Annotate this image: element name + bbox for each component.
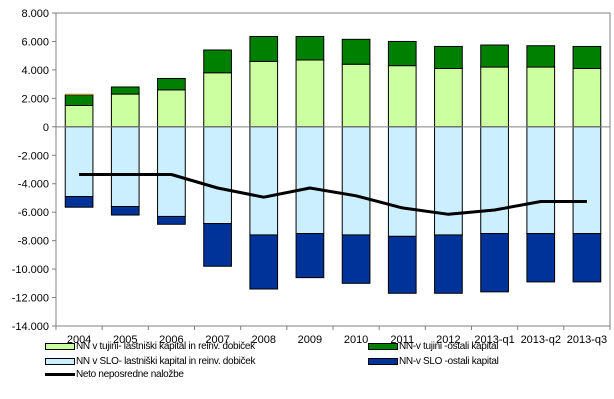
bar-nn-v-slo-lastni-ki-kapital-in-reinv-dobi-ek (64, 126, 94, 198)
bar-nn-v-slo-lastni-ki-kapital-in-reinv-dobi-ek (295, 126, 325, 235)
x-tick-label: 2009 (298, 334, 322, 346)
bar-nn-v-tujini-ostali-kapital (434, 45, 463, 69)
bar-nn-v-tujini-ostali-kapital (341, 38, 371, 65)
bar-nn-v-tujini-lastni-ki-kapital-in-reinv-dobi-ek (434, 67, 463, 128)
x-tick-label: 2011 (390, 334, 414, 346)
bar-nn-v-tujini-ostali-kapital (203, 49, 232, 74)
bar-nn-v-slo-ostali-kapital (110, 205, 140, 216)
bar-nn-v-slo-lastni-ki-kapital-in-reinv-dobi-ek (157, 126, 186, 217)
bar-nn-v-slo-lastni-ki-kapital-in-reinv-dobi-ek (110, 126, 140, 207)
bar-small-orange-segment (65, 93, 93, 95)
y-tick-label: -6.000 (18, 207, 49, 219)
bar-nn-v-tujini-ostali-kapital (295, 35, 325, 61)
x-tick-label: 2013-q1 (474, 334, 514, 346)
y-tick-label: -2.000 (18, 150, 49, 162)
x-tick-label: 2008 (252, 334, 276, 346)
bars-layer (64, 35, 602, 294)
bar-nn-v-tujini-lastni-ki-kapital-in-reinv-dobi-ek (572, 67, 602, 128)
bar-nn-v-tujini-lastni-ki-kapital-in-reinv-dobi-ek (110, 93, 140, 128)
line-layer (79, 173, 587, 216)
line-net-fdi (79, 173, 587, 216)
y-tick-label: 2.000 (21, 93, 49, 105)
y-tick-label: 8.000 (21, 8, 49, 20)
y-tick-label: -8.000 (18, 236, 49, 248)
bar-nn-v-slo-ostali-kapital (341, 234, 371, 284)
bar-nn-v-tujini-lastni-ki-kapital-in-reinv-dobi-ek (64, 104, 94, 128)
bar-nn-v-tujini-lastni-ki-kapital-in-reinv-dobi-ek (387, 65, 417, 128)
bar-nn-v-tujini-ostali-kapital (64, 94, 94, 106)
bar-nn-v-slo-ostali-kapital (480, 233, 509, 293)
bar-nn-v-slo-lastni-ki-kapital-in-reinv-dobi-ek (387, 126, 417, 237)
bar-nn-v-slo-ostali-kapital (526, 233, 556, 283)
bar-nn-v-slo-lastni-ki-kapital-in-reinv-dobi-ek (341, 126, 371, 236)
y-tick-label: 6.000 (21, 36, 49, 48)
bar-nn-v-tujini-ostali-kapital (387, 40, 417, 67)
y-tick-label: -12.000 (12, 293, 49, 305)
plot-area (55, 12, 611, 327)
bar-nn-v-slo-ostali-kapital (295, 233, 325, 279)
x-tick-label: 2010 (344, 334, 368, 346)
bar-nn-v-slo-ostali-kapital (249, 234, 279, 290)
bar-nn-v-slo-ostali-kapital (572, 233, 602, 283)
bar-nn-v-tujini-ostali-kapital (526, 45, 556, 68)
y-axis: 8.000 6.000 4.000 2.000 0 -2.000 -4.000 -6.000 -… (12, 8, 610, 333)
bar-nn-v-tujini-lastni-ki-kapital-in-reinv-dobi-ek (157, 89, 186, 128)
x-axis: 2004 2005 2006 2007 2008 2009 2010 2011 2012 2013… (55, 326, 611, 346)
bar-nn-v-tujini-lastni-ki-kapital-in-reinv-dobi-ek (203, 72, 232, 128)
bar-nn-v-slo-lastni-ki-kapital-in-reinv-dobi-ek (249, 126, 279, 236)
y-tick-label: -14.000 (12, 321, 49, 333)
bar-nn-v-slo-lastni-ki-kapital-in-reinv-dobi-ek (480, 126, 509, 235)
bar-nn-v-slo-lastni-ki-kapital-in-reinv-dobi-ek (572, 126, 602, 235)
bar-nn-v-slo-ostali-kapital (157, 215, 186, 225)
bar-nn-v-slo-lastni-ki-kapital-in-reinv-dobi-ek (434, 126, 463, 236)
y-tick-label: -10.000 (12, 264, 49, 276)
y-tick-label: -4.000 (18, 179, 49, 191)
x-tick-label: 2007 (205, 334, 229, 346)
bar-nn-v-tujini-ostali-kapital (249, 35, 279, 62)
bar-nn-v-slo-lastni-ki-kapital-in-reinv-dobi-ek (526, 126, 556, 235)
y-tick-label: 4.000 (21, 65, 49, 77)
x-tick-label: 2005 (113, 334, 137, 346)
bar-nn-v-slo-ostali-kapital (203, 223, 232, 267)
bar-nn-v-slo-ostali-kapital (64, 196, 94, 208)
bar-nn-v-tujini-ostali-kapital (157, 77, 186, 91)
x-tick-label: 2004 (67, 334, 91, 346)
y-tick-label: 0 (43, 122, 49, 134)
bar-nn-v-slo-ostali-kapital (387, 235, 417, 294)
bar-nn-v-tujini-lastni-ki-kapital-in-reinv-dobi-ek (480, 66, 509, 128)
bar-nn-v-tujini-lastni-ki-kapital-in-reinv-dobi-ek (249, 60, 279, 128)
bar-nn-v-tujini-ostali-kapital (480, 44, 509, 68)
x-tick-label: 2006 (159, 334, 183, 346)
bar-nn-v-tujini-ostali-kapital (110, 86, 140, 95)
bar-nn-v-slo-ostali-kapital (434, 234, 463, 294)
bar-nn-v-tujini-ostali-kapital (572, 45, 602, 69)
bar-nn-v-tujini-lastni-ki-kapital-in-reinv-dobi-ek (341, 63, 371, 128)
x-tick-label: 2013-q3 (567, 334, 607, 346)
bar-nn-v-slo-lastni-ki-kapital-in-reinv-dobi-ek (203, 126, 232, 225)
x-tick-label: 2013-q2 (521, 334, 561, 346)
bar-nn-v-tujini-lastni-ki-kapital-in-reinv-dobi-ek (526, 66, 556, 128)
x-tick-label: 2012 (436, 334, 460, 346)
bar-nn-v-tujini-lastni-ki-kapital-in-reinv-dobi-ek (295, 59, 325, 128)
